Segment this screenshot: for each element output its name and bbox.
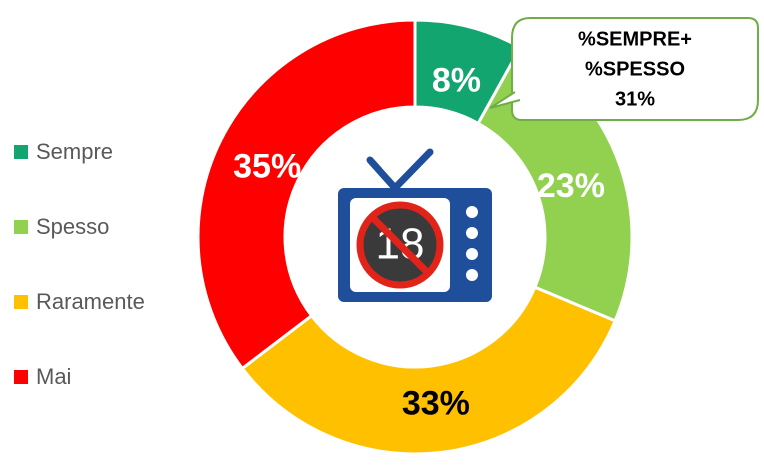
- data-label: 23%: [537, 167, 605, 205]
- legend-label: Raramente: [36, 289, 145, 314]
- legend-label: Sempre: [36, 139, 113, 164]
- legend-swatch: [14, 295, 28, 309]
- annotation-line: %SPESSO: [585, 58, 685, 80]
- legend-label: Spesso: [36, 214, 109, 239]
- legend-swatch: [14, 220, 28, 234]
- legend-swatch: [14, 145, 28, 159]
- callout: [489, 17, 759, 121]
- donut-segment: [240, 285, 618, 456]
- donut-segment: [196, 18, 417, 371]
- annotation-line: 31%: [615, 88, 655, 110]
- legend-label: Mai: [36, 364, 71, 389]
- legend-swatch: [14, 370, 28, 384]
- annotation-line: %SEMPRE+: [578, 28, 692, 50]
- data-label: 8%: [432, 61, 481, 99]
- data-label: 33%: [402, 385, 470, 423]
- data-label: 35%: [233, 148, 301, 186]
- tv-icon: 18: [338, 148, 492, 302]
